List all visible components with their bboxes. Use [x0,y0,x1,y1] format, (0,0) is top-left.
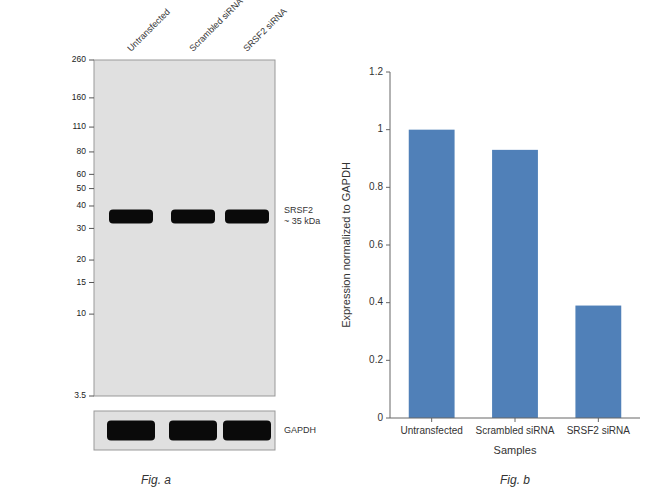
mw-label: 80 [77,146,87,156]
sample-label: Scrambled siRNA [187,0,244,53]
loading-control-band [223,421,271,441]
x-tick [431,418,432,422]
loading-control-band [169,421,217,441]
mw-label: 40 [77,200,87,210]
x-tick [598,418,599,422]
x-axis-label: Samples [494,444,537,456]
band-label: SRSF2~ 35 kDa [284,205,320,226]
y-tick [386,302,390,303]
mw-label: 50 [77,183,87,193]
mw-label: 30 [77,223,87,233]
x-tick-label: SRSF2 siRNA [567,425,631,436]
mw-tick [89,228,94,229]
mw-label: 3.5 [74,390,86,400]
mw-label: 110 [72,121,86,131]
band [109,209,153,223]
y-tick [386,360,390,361]
band [225,209,269,223]
mw-tick [89,188,94,189]
panel-caption: Fig. a [141,473,171,487]
y-tick [386,129,390,130]
mw-tick [89,205,94,206]
y-tick [386,245,390,246]
bar [409,130,455,418]
mw-tick [89,282,94,283]
mw-label: 160 [72,92,86,102]
y-tick-label: 0.6 [369,239,383,250]
y-tick [386,72,390,73]
mw-label: 20 [77,254,87,264]
mw-tick [89,60,94,61]
bars [409,130,622,418]
loading-control-band [107,421,155,441]
y-tick-label: 0 [377,412,383,423]
y-tick-label: 0.4 [369,296,383,307]
y-axis-label: Expression normalized to GAPDH [340,162,352,328]
figure: 26016011080605040302015103.5Untransfecte… [0,0,650,495]
mw-label: 15 [77,277,87,287]
y-tick-label: 1.2 [369,66,383,77]
band [171,209,215,223]
mw-tick [89,260,94,261]
x-tick-label: Untransfected [401,425,463,436]
y-tick [386,187,390,188]
mw-label: 10 [77,308,87,318]
mw-tick [89,314,94,315]
sample-label: SRSF2 siRNA [241,6,288,53]
y-tick [386,418,390,419]
y-tick-label: 0.2 [369,354,383,365]
x-tick [515,418,516,422]
mw-tick [89,127,94,128]
x-tick-label: Scrambled siRNA [476,425,555,436]
mw-tick [89,396,94,397]
mw-tick [89,97,94,98]
gel [94,60,275,396]
mw-label: 260 [72,54,86,64]
bands [109,209,269,223]
mw-label: 60 [77,169,87,179]
mw-tick [89,174,94,175]
y-tick-label: 1 [377,123,383,134]
y-tick-label: 0.8 [369,181,383,192]
loading-control-gel [94,411,275,450]
panel-caption: Fig. b [500,473,530,487]
y-axis [390,72,391,418]
sample-label: Untransfected [125,7,172,54]
mw-tick [89,151,94,152]
loading-control-label: GAPDH [284,425,316,435]
bar [492,150,538,418]
bar [575,306,621,418]
